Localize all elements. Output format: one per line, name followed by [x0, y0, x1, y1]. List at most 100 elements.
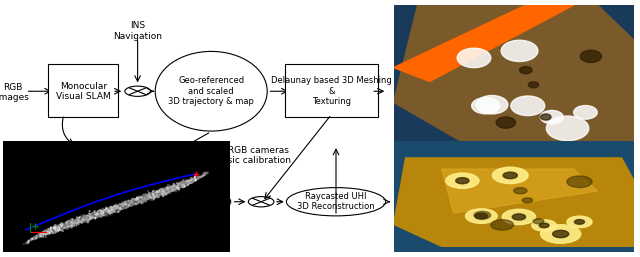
Point [31, 237, 41, 241]
Point [68, 221, 78, 225]
Point [189, 177, 199, 181]
Point [152, 194, 163, 198]
Point [166, 187, 176, 191]
Point [134, 199, 145, 203]
Point [36, 232, 47, 236]
Point [76, 219, 86, 224]
Point [66, 220, 76, 224]
Point [100, 210, 110, 214]
Point [61, 225, 72, 230]
Point [194, 176, 204, 180]
Point [143, 196, 154, 200]
Point [89, 212, 99, 216]
Point [148, 196, 158, 200]
Point [43, 229, 53, 233]
Point [51, 227, 61, 231]
Circle shape [511, 96, 545, 116]
Point [80, 217, 90, 222]
Point [157, 191, 167, 196]
Point [110, 205, 120, 209]
Point [67, 219, 77, 223]
Point [117, 204, 127, 208]
Point [65, 218, 76, 223]
Point [124, 203, 134, 207]
Point [61, 224, 72, 228]
Point [80, 217, 90, 221]
Point [55, 225, 65, 229]
Point [184, 179, 194, 183]
Point [65, 222, 76, 226]
Point [99, 211, 109, 215]
Point [108, 207, 118, 211]
Point [104, 211, 114, 215]
Point [39, 231, 49, 235]
Point [110, 206, 120, 210]
Point [108, 206, 118, 210]
Point [186, 179, 196, 183]
Point [54, 226, 64, 230]
Point [103, 210, 113, 215]
Point [105, 207, 115, 211]
Point [42, 228, 52, 232]
Point [117, 204, 127, 208]
Point [36, 234, 47, 238]
Point [158, 189, 168, 193]
Point [152, 194, 162, 198]
Point [39, 231, 49, 235]
Point [49, 226, 60, 231]
Point [134, 196, 145, 200]
Point [100, 212, 111, 216]
Point [119, 203, 129, 207]
Point [175, 184, 186, 188]
Point [60, 223, 70, 227]
Point [131, 199, 141, 203]
Point [106, 208, 116, 213]
Point [106, 207, 116, 212]
Point [166, 187, 177, 191]
Point [79, 217, 90, 221]
Point [102, 212, 112, 216]
Point [83, 215, 93, 219]
Point [72, 221, 82, 225]
Point [180, 182, 191, 186]
Point [181, 181, 191, 186]
Point [108, 207, 118, 211]
Point [75, 217, 85, 221]
Point [92, 210, 102, 214]
Point [48, 227, 58, 231]
Point [190, 179, 200, 183]
Point [99, 212, 109, 216]
Point [56, 222, 67, 226]
Point [133, 199, 143, 203]
Point [76, 217, 86, 222]
Point [159, 188, 170, 192]
Point [54, 228, 64, 232]
Point [182, 182, 192, 186]
Point [152, 192, 163, 196]
Point [48, 230, 58, 234]
Point [136, 200, 146, 204]
Point [83, 214, 93, 218]
Point [82, 215, 92, 219]
Point [111, 202, 122, 206]
Point [157, 191, 167, 195]
Point [42, 231, 52, 235]
Point [91, 213, 101, 217]
Point [115, 203, 125, 207]
Point [122, 200, 132, 205]
Point [73, 218, 83, 222]
Point [47, 229, 57, 233]
Point [187, 179, 197, 183]
Point [31, 236, 41, 240]
Point [162, 190, 172, 194]
Point [140, 197, 150, 201]
Point [63, 222, 73, 226]
Point [33, 234, 44, 238]
Point [90, 215, 100, 219]
Point [136, 198, 146, 202]
Point [187, 178, 197, 182]
Point [159, 188, 170, 192]
Point [79, 216, 90, 220]
Point [128, 199, 138, 203]
Point [180, 184, 191, 188]
